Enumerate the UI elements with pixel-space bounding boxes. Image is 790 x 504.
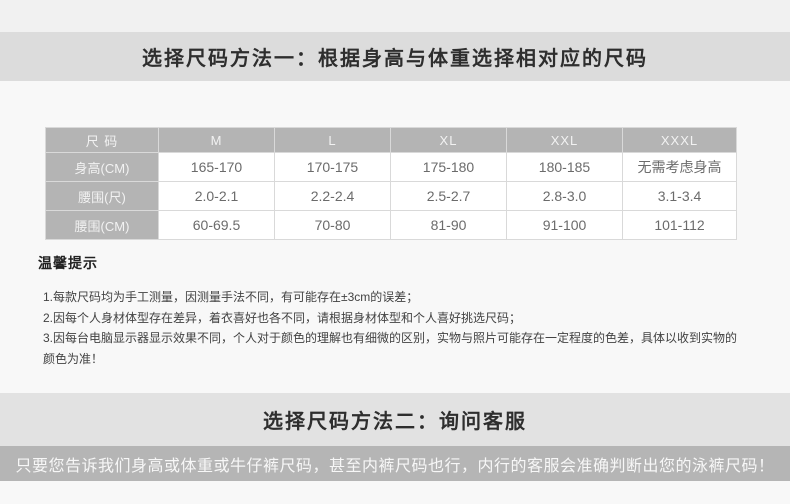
service-note-bar: 只要您告诉我们身高或体重或牛仔裤尺码，甚至内裤尺码也行，内行的客服会准确判断出您… xyxy=(0,446,790,481)
cell-waistchi-xxl: 2.8-3.0 xyxy=(506,181,623,211)
size-table-body: 身高(CM) 165-170 170-175 175-180 180-185 无… xyxy=(45,152,737,240)
tip-item-3: 3.因每台电脑显示器显示效果不同，个人对于颜色的理解也有细微的区别，实物与照片可… xyxy=(43,331,738,366)
cell-height-m: 165-170 xyxy=(158,152,275,182)
cell-waistcm-m: 60-69.5 xyxy=(158,210,275,240)
tip-item-1: 1.每款尺码均为手工测量，因测量手法不同，有可能存在±3cm的误差； xyxy=(43,290,419,304)
size-table: 尺 码 M L XL XXL XXXL 身高(CM) 165-170 170-1… xyxy=(45,127,737,240)
header-cell-size: 尺 码 xyxy=(45,127,159,153)
service-note-text: 只要您告诉我们身高或体重或牛仔裤尺码，甚至内裤尺码也行，内行的客服会准确判断出您… xyxy=(15,457,775,475)
tips-section: 温馨提示 1.每款尺码均为手工测量，因测量手法不同，有可能存在±3cm的误差； … xyxy=(38,253,746,369)
cell-waistcm-xxl: 91-100 xyxy=(506,210,623,240)
table-row-waist-cm: 腰围(CM) 60-69.5 70-80 81-90 91-100 101-11… xyxy=(45,210,737,240)
cell-waistcm-xxxl: 101-112 xyxy=(622,210,737,240)
method2-title: 选择尺码方法二：询问客服 xyxy=(263,411,527,433)
row-label-waist-cm: 腰围(CM) xyxy=(45,210,159,240)
cell-height-xxl: 180-185 xyxy=(506,152,623,182)
tip-item-2: 2.因每个人身材体型存在差异，着衣喜好也各不同，请根据身材体型和个人喜好挑选尺码… xyxy=(43,310,522,325)
cell-height-l: 170-175 xyxy=(274,152,391,182)
cell-waistchi-xl: 2.5-2.7 xyxy=(390,181,507,211)
cell-waistchi-xxxl: 3.1-3.4 xyxy=(622,181,737,211)
header-cell-l: L xyxy=(274,127,391,153)
size-table-head: 尺 码 M L XL XXL XXXL xyxy=(45,127,737,153)
cell-waistchi-l: 2.2-2.4 xyxy=(274,181,391,211)
cell-waistchi-m: 2.0-2.1 xyxy=(158,181,275,211)
top-strip xyxy=(0,0,790,32)
table-row-height: 身高(CM) 165-170 170-175 175-180 180-185 无… xyxy=(45,152,737,182)
cell-height-xl: 175-180 xyxy=(390,152,507,182)
method1-title: 选择尺码方法一：根据身高与体重选择相对应的尺码 xyxy=(142,48,648,70)
tips-heading: 温馨提示 xyxy=(38,255,98,271)
row-label-waist-chi: 腰围(尺) xyxy=(45,181,159,211)
row-label-height: 身高(CM) xyxy=(45,152,159,182)
table-row-waist-chi: 腰围(尺) 2.0-2.1 2.2-2.4 2.5-2.7 2.8-3.0 3.… xyxy=(45,181,737,211)
header-cell-xxxl: XXXL xyxy=(622,127,737,153)
header-cell-m: M xyxy=(158,127,275,153)
method2-header-bar: 选择尺码方法二：询问客服 xyxy=(0,393,790,446)
method1-header-bar: 选择尺码方法一：根据身高与体重选择相对应的尺码 xyxy=(0,32,790,81)
cell-height-xxxl: 无需考虑身高 xyxy=(622,152,737,182)
size-table-header-row: 尺 码 M L XL XXL XXXL xyxy=(45,127,737,153)
cell-waistcm-xl: 81-90 xyxy=(390,210,507,240)
cell-waistcm-l: 70-80 xyxy=(274,210,391,240)
header-cell-xl: XL xyxy=(390,127,507,153)
header-cell-xxl: XXL xyxy=(506,127,623,153)
